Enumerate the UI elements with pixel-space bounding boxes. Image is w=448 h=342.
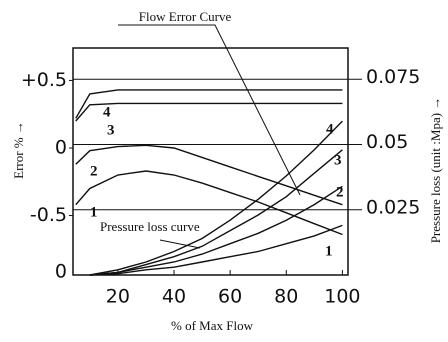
y-axis-label: Error % → <box>11 121 26 179</box>
leader-line <box>118 24 301 196</box>
x-tick-label: 20 <box>106 286 130 308</box>
x-tick-label: 80 <box>274 286 298 308</box>
curve-label: 1 <box>90 204 98 220</box>
curve-label: 1 <box>325 243 333 259</box>
pressure-curve <box>89 224 343 276</box>
curve-label: 3 <box>334 152 342 168</box>
x-tick-label: 40 <box>162 286 186 308</box>
curve-label: 4 <box>326 121 334 137</box>
error-curve <box>75 89 343 119</box>
leader-line <box>159 239 201 249</box>
annotation: Pressure loss curve <box>100 219 200 234</box>
y2-axis-label: Pressure loss (unit :Mpa) → <box>428 97 443 244</box>
x-axis-label: % of Max Flow <box>171 318 254 333</box>
y2-tick-label: 0.05 <box>366 131 408 153</box>
y2-tick-label: 0.025 <box>366 196 420 218</box>
pressure-curve <box>89 120 343 276</box>
error-curve <box>75 102 343 122</box>
plot-frame <box>72 47 349 276</box>
y-tick-label: -0.5 <box>30 204 67 226</box>
curve-label: 3 <box>107 122 115 138</box>
pressure-curve <box>89 185 343 276</box>
y-tick-label: 0 <box>55 136 67 158</box>
curve-label: 4 <box>103 104 111 120</box>
error-curve <box>75 144 343 206</box>
chart-title: Flow Error Curve <box>139 9 232 24</box>
y2-tick-label: 0 <box>55 261 67 283</box>
curve-label: 2 <box>336 184 344 200</box>
error-curve <box>75 170 343 236</box>
y2-tick-label: 0.075 <box>366 66 420 88</box>
y-tick-label: +0.5 <box>21 69 67 91</box>
x-tick-label: 60 <box>218 286 242 308</box>
curve-label: 2 <box>90 163 98 179</box>
pressure-curve <box>89 149 343 276</box>
x-tick-label: 100 <box>324 286 360 308</box>
